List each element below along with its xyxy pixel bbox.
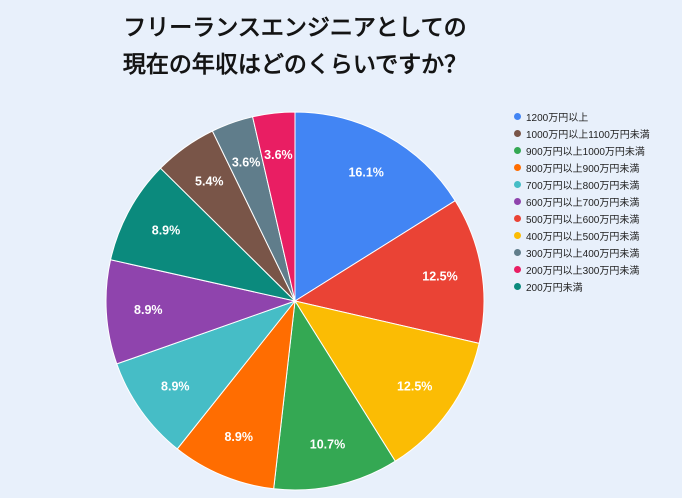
legend: 1200万円以上 1000万円以上1100万円未満 900万円以上1000万円未満 8… — [514, 108, 650, 295]
pie-slice — [293, 300, 480, 462]
legend-item: 300万円以上400万円未満 — [514, 244, 650, 261]
legend-label: 200万円未満 — [526, 283, 583, 294]
legend-label: 200万円以上300万円未満 — [526, 266, 640, 277]
pie-slice — [105, 259, 297, 365]
chart-title: フリーランスエンジニアとしての 現在の年収はどのくらいですか？ — [0, 9, 590, 83]
pie-slice — [252, 111, 296, 302]
legend-item: 800万円以上900万円未満 — [514, 159, 650, 176]
legend-label: 900万円以上1000万円未満 — [526, 147, 645, 158]
legend-label: 800万円以上900万円未満 — [526, 164, 640, 175]
legend-label: 1000万円以上1100万円未満 — [526, 130, 650, 141]
legend-item: 700万円以上800万円未満 — [514, 176, 650, 193]
legend-label: 400万円以上500万円未満 — [526, 232, 640, 243]
pie-slice — [176, 299, 296, 490]
slice-data-label: 10.7% — [310, 437, 345, 451]
slice-data-label: 12.5% — [397, 379, 432, 393]
legend-item: 900万円以上1000万円未満 — [514, 142, 650, 159]
slice-data-label: 3.6% — [264, 148, 293, 162]
slice-data-label: 8.9% — [161, 379, 190, 393]
legend-marker — [514, 215, 521, 222]
slice-data-label: 16.1% — [348, 165, 383, 179]
legend-marker — [514, 113, 521, 120]
legend-label: 600万円以上700万円未満 — [526, 198, 640, 209]
legend-marker — [514, 147, 521, 154]
legend-marker — [514, 130, 521, 137]
legend-marker — [514, 266, 521, 273]
chart-title-line-1: フリーランスエンジニアとしての — [123, 14, 467, 40]
slice-data-label: 8.9% — [152, 224, 181, 238]
legend-item: 200万円未満 — [514, 278, 650, 295]
legend-label: 500万円以上600万円未満 — [526, 215, 640, 226]
legend-marker — [514, 181, 521, 188]
pie-chart: 16.1% 12.5% 12.5% 10.7% 8.9% 8.9% 8.9% 8.9% 5.4%… — [105, 111, 485, 491]
pie-slice — [109, 167, 297, 302]
legend-item: 1000万円以上1100万円未満 — [514, 125, 650, 142]
legend-marker — [514, 283, 521, 290]
legend-label: 1200万円以上 — [526, 113, 589, 124]
legend-marker — [514, 232, 521, 239]
pie-slice — [294, 111, 456, 302]
slice-data-label: 3.6% — [232, 155, 261, 169]
legend-label: 700万円以上800万円未満 — [526, 181, 640, 192]
legend-item: 1200万円以上 — [514, 108, 650, 125]
legend-item: 200万円以上300万円未満 — [514, 261, 650, 278]
legend-marker — [514, 198, 521, 205]
chart-title-line-2: 現在の年収はどのくらいですか？ — [122, 51, 468, 77]
legend-label: 300万円以上400万円未満 — [526, 249, 640, 260]
slice-data-label: 8.9% — [224, 430, 253, 444]
pie-slice — [273, 299, 396, 491]
legend-item: 500万円以上600万円未満 — [514, 210, 650, 227]
legend-item: 600万円以上700万円未満 — [514, 193, 650, 210]
pie-slice — [293, 200, 485, 344]
pie-slice — [116, 299, 297, 450]
slice-data-label: 5.4% — [195, 175, 224, 189]
legend-marker — [514, 164, 521, 171]
slice-data-label: 8.9% — [134, 303, 163, 317]
legend-marker — [514, 249, 521, 256]
legend-item: 400万円以上500万円未満 — [514, 227, 650, 244]
slice-data-label: 12.5% — [422, 270, 457, 284]
